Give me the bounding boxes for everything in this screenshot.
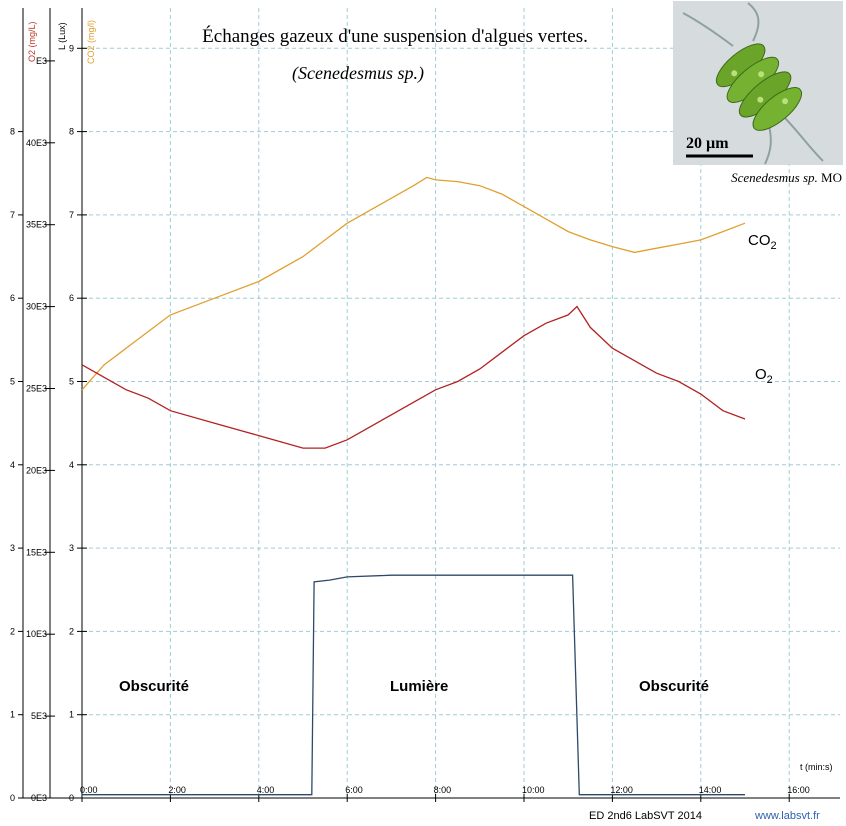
co2-axis-tick-label: 2 xyxy=(69,626,74,636)
photo-caption: Scenedesmus sp. MO xyxy=(670,170,842,186)
o2-axis-tick-label: 8 xyxy=(10,127,15,137)
co2-axis-tick-label: 4 xyxy=(69,460,74,470)
co2-axis-tick-label: 0 xyxy=(69,793,74,803)
series-line-o2 xyxy=(81,305,746,449)
scale-bar-label: 20 µm xyxy=(686,135,729,152)
o2-axis-tick-label: 6 xyxy=(10,293,15,303)
co2-label-main: CO xyxy=(748,232,771,249)
co2-axis-tick-label: 6 xyxy=(69,293,74,303)
o2-axis-tick-label: 5 xyxy=(10,377,15,387)
algae-image xyxy=(673,1,843,165)
o2-axis-tick-label: 3 xyxy=(10,543,15,553)
o2-label-sub: 2 xyxy=(766,374,773,386)
lux-axis-tick-label: 10E3 xyxy=(26,629,47,639)
lux-axis-tick-label: 30E3 xyxy=(26,302,47,312)
co2-axis-name: CO2 (mg/l) xyxy=(86,19,96,64)
time-axis-tick-label: 12:00 xyxy=(610,785,633,795)
lux-axis-tick-label: 5E3 xyxy=(31,711,47,721)
time-axis-tick-label: 0:00 xyxy=(80,785,98,795)
photo-caption-species: Scenedesmus sp. xyxy=(731,170,818,185)
chart-title: Échanges gazeux d'une suspension d'algue… xyxy=(202,26,588,47)
time-axis-name: t (min:s) xyxy=(800,762,833,772)
o2-axis-name: O2 (mg/L) xyxy=(27,21,37,62)
footer-credit: ED 2nd6 LabSVT 2014 xyxy=(589,810,702,822)
lux-axis-tick-label: 20E3 xyxy=(26,465,47,475)
phase-dark-1-label: Obscurité xyxy=(119,678,190,695)
co2-label-sub: 2 xyxy=(770,240,777,252)
chart-subtitle: (Scenedesmus sp.) xyxy=(292,63,424,83)
co2-axis-tick-label: 9 xyxy=(69,43,74,53)
co2-axis-tick-label: 3 xyxy=(69,543,74,553)
lux-axis-tick-label: 35E3 xyxy=(26,220,47,230)
phase-dark-2-label: Obscurité xyxy=(639,678,710,695)
o2-axis-tick-label: 2 xyxy=(10,626,15,636)
o2-axis-tick-label: 7 xyxy=(10,210,15,220)
microscope-photo xyxy=(673,1,843,165)
o2-axis-tick-label: 4 xyxy=(10,460,15,470)
series-line-co2 xyxy=(81,176,746,391)
lux-axis-tick-label: 25E3 xyxy=(26,384,47,394)
co2-axis-tick-label: 5 xyxy=(69,377,74,387)
o2-label-main: O xyxy=(755,366,767,383)
o2-axis-tick-label: 1 xyxy=(10,710,15,720)
o2-series-label: O2 xyxy=(755,366,773,386)
o2-axis-tick-label: 0 xyxy=(10,793,15,803)
co2-axis-tick-label: 8 xyxy=(69,127,74,137)
co2-axis-tick-label: 7 xyxy=(69,210,74,220)
lux-axis-name: L (Lux) xyxy=(57,22,67,50)
footer-link[interactable]: www.labsvt.fr xyxy=(755,810,820,822)
time-axis-tick-label: 16:00 xyxy=(787,785,810,795)
lux-axis-tick-label: E3 xyxy=(36,56,47,66)
photo-caption-suffix: MO xyxy=(817,170,842,185)
time-axis-tick-label: 4:00 xyxy=(257,785,275,795)
series-line-l xyxy=(82,574,745,796)
co2-axis-tick-label: 1 xyxy=(69,710,74,720)
time-axis-tick-label: 2:00 xyxy=(168,785,186,795)
lux-axis-tick-label: 15E3 xyxy=(26,547,47,557)
time-axis-tick-label: 6:00 xyxy=(345,785,363,795)
lux-axis-tick-label: 0E3 xyxy=(31,793,47,803)
time-axis-tick-label: 8:00 xyxy=(434,785,452,795)
time-axis-tick-label: 10:00 xyxy=(522,785,545,795)
time-axis-tick-label: 14:00 xyxy=(699,785,722,795)
co2-series-label: CO2 xyxy=(748,232,777,252)
phase-light-label: Lumière xyxy=(390,678,449,695)
lux-axis-tick-label: 40E3 xyxy=(26,138,47,148)
